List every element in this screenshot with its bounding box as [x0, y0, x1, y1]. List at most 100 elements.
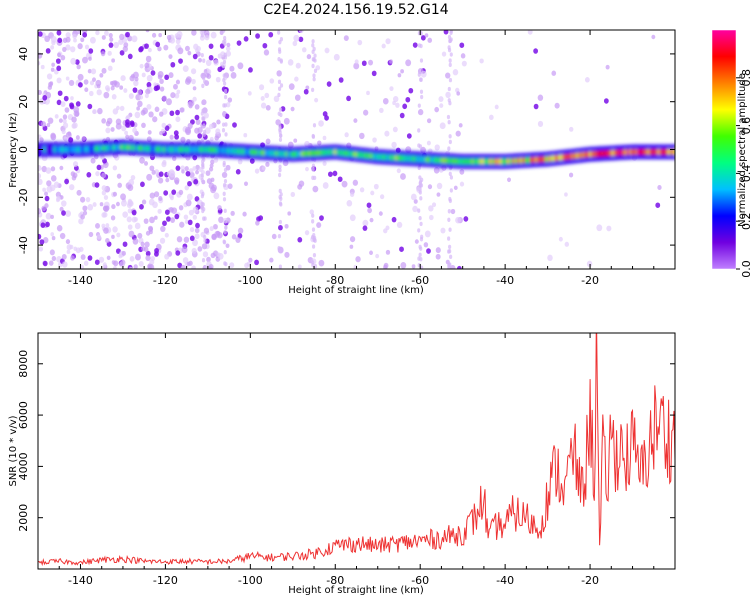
noise-speck: [149, 192, 156, 199]
noise-speck: [367, 207, 372, 214]
noise-speck: [217, 66, 223, 73]
noise-speck: [488, 114, 494, 121]
noise-speck: [158, 196, 163, 202]
noise-speck: [50, 175, 57, 182]
noise-speck: [66, 244, 72, 251]
noise-speck: [38, 172, 42, 180]
noise-speck: [395, 102, 400, 108]
noise-speck: [105, 120, 111, 127]
noise-speck: [107, 50, 112, 56]
noise-speck: [65, 32, 71, 39]
noise-speck: [175, 109, 180, 116]
noise-speck: [96, 89, 102, 96]
noise-streak: [419, 89, 424, 94]
noise-speck: [121, 125, 127, 132]
noise-speck: [65, 131, 72, 139]
noise-speck: [62, 122, 69, 129]
noise-speck: [121, 199, 127, 207]
noise-speck: [119, 85, 124, 90]
colorbar-tick-label: 0.2: [740, 212, 750, 230]
noise-speck: [189, 226, 195, 233]
noise-speck: [294, 76, 299, 82]
noise-streak: [221, 128, 226, 133]
y-tick-label: 40: [17, 47, 30, 61]
noise-speck: [254, 168, 260, 174]
spectrogram-panel: -140 -120 -100 -80 -60 -40 -20 -40 -20 0 20 40 Hei…: [8, 29, 676, 296]
noise-speck: [657, 185, 662, 190]
noise-streak: [278, 126, 282, 131]
noise-speck: [96, 234, 102, 240]
noise-speck: [147, 130, 152, 135]
noise-speck: [178, 189, 184, 195]
noise-speck: [170, 62, 176, 68]
noise-speck: [400, 173, 406, 180]
noise-speck: [408, 87, 414, 94]
noise-speck: [90, 157, 96, 164]
noise-streak: [448, 77, 453, 83]
noise-speck: [127, 184, 134, 191]
noise-streak: [448, 62, 452, 68]
noise-speck: [293, 138, 298, 143]
x-tick-label: -40: [496, 574, 514, 587]
noise-speck: [606, 225, 612, 232]
noise-streak: [279, 59, 283, 64]
noise-streak: [447, 209, 451, 214]
noise-speck: [341, 180, 348, 188]
noise-speck: [127, 208, 133, 214]
noise-speck: [174, 33, 180, 39]
noise-streak: [222, 112, 226, 118]
noise-speck: [262, 42, 268, 49]
noise-speck: [165, 98, 172, 106]
noise-speck: [92, 77, 96, 82]
noise-speck: [169, 110, 175, 117]
noise-speck: [214, 135, 220, 141]
noise-speck: [180, 264, 186, 269]
noise-speck: [369, 217, 374, 223]
noise-speck: [235, 169, 241, 175]
noise-speck: [134, 77, 139, 82]
noise-speck: [136, 106, 140, 111]
noise-speck: [396, 168, 401, 174]
noise-speck: [269, 257, 274, 263]
noise-speck: [537, 120, 544, 127]
noise-streak: [277, 111, 281, 116]
noise-streak: [417, 208, 421, 213]
noise-streak: [200, 33, 204, 38]
noise-speck: [355, 256, 361, 263]
y-tick-label: 4000: [17, 452, 30, 480]
noise-speck: [392, 100, 396, 106]
noise-speck: [125, 134, 130, 140]
noise-speck: [209, 163, 214, 168]
noise-speck: [50, 166, 56, 172]
noise-streak: [419, 246, 423, 251]
noise-speck: [195, 119, 201, 126]
noise-speck: [141, 199, 147, 205]
noise-speck: [123, 88, 128, 93]
noise-speck: [190, 68, 197, 75]
noise-speck: [142, 107, 148, 115]
noise-speck: [326, 81, 332, 87]
noise-speck: [38, 207, 41, 215]
noise-speck: [102, 262, 107, 267]
noise-speck: [208, 54, 214, 61]
noise-streak: [201, 100, 205, 105]
noise-speck: [61, 254, 67, 260]
noise-speck: [45, 212, 52, 220]
noise-speck: [456, 91, 461, 96]
noise-speck: [163, 190, 169, 196]
noise-speck: [354, 59, 359, 65]
noise-streak: [223, 178, 228, 184]
noise-speck: [129, 75, 135, 82]
noise-speck: [389, 86, 394, 92]
noise-speck: [84, 87, 89, 93]
noise-speck: [456, 265, 462, 269]
x-tick-label: -100: [238, 274, 263, 287]
noise-speck: [145, 250, 151, 257]
noise-speck: [391, 141, 397, 148]
noise-speck: [103, 227, 109, 234]
noise-speck: [527, 30, 533, 35]
noise-streak: [278, 167, 282, 173]
noise-speck: [273, 95, 280, 103]
noise-streak: [447, 86, 451, 92]
noise-speck: [271, 233, 277, 240]
